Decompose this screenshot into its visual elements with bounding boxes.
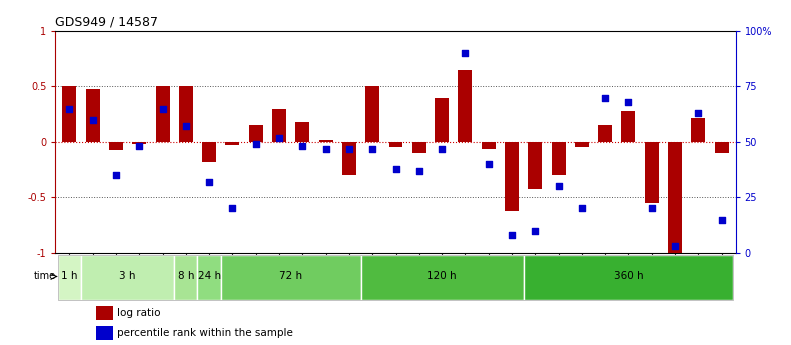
- Point: [249, 141, 262, 147]
- Text: percentile rank within the sample: percentile rank within the sample: [116, 328, 293, 338]
- Bar: [575, 142, 589, 148]
- Point: [552, 184, 565, 189]
- Point: [576, 206, 589, 211]
- Bar: [388, 142, 403, 148]
- Bar: [622, 111, 635, 142]
- Bar: [156, 87, 169, 142]
- Text: GDS949 / 14587: GDS949 / 14587: [55, 16, 158, 29]
- Point: [692, 110, 705, 116]
- Bar: [248, 125, 263, 142]
- Point: [459, 50, 471, 56]
- Text: 72 h: 72 h: [279, 272, 302, 282]
- Text: 3 h: 3 h: [119, 272, 136, 282]
- Bar: [97, 326, 113, 339]
- Bar: [202, 142, 216, 162]
- Bar: [435, 98, 449, 142]
- Text: 120 h: 120 h: [427, 272, 457, 282]
- Point: [645, 206, 658, 211]
- Bar: [62, 87, 77, 142]
- Text: 8 h: 8 h: [178, 272, 194, 282]
- Bar: [179, 87, 193, 142]
- Bar: [505, 142, 519, 211]
- Bar: [645, 142, 659, 203]
- Point: [483, 161, 495, 167]
- Text: 24 h: 24 h: [198, 272, 221, 282]
- Bar: [272, 109, 286, 142]
- Point: [366, 146, 379, 151]
- Point: [412, 168, 425, 174]
- Point: [668, 244, 681, 249]
- Bar: [412, 142, 426, 153]
- Bar: [459, 70, 472, 142]
- Bar: [109, 142, 123, 150]
- Bar: [524, 255, 733, 300]
- Bar: [97, 306, 113, 320]
- Point: [226, 206, 239, 211]
- Bar: [81, 255, 174, 300]
- Bar: [668, 142, 682, 253]
- Text: 1 h: 1 h: [61, 272, 78, 282]
- Bar: [198, 255, 221, 300]
- Bar: [58, 255, 81, 300]
- Bar: [174, 255, 198, 300]
- Bar: [342, 142, 356, 175]
- Point: [296, 144, 308, 149]
- Point: [436, 146, 448, 151]
- Point: [505, 232, 518, 238]
- Bar: [528, 142, 543, 188]
- Bar: [361, 255, 524, 300]
- Point: [715, 217, 728, 222]
- Point: [63, 106, 76, 111]
- Point: [180, 124, 192, 129]
- Text: 360 h: 360 h: [614, 272, 643, 282]
- Point: [273, 135, 286, 140]
- Bar: [551, 142, 566, 175]
- Text: log ratio: log ratio: [116, 308, 160, 318]
- Bar: [365, 87, 379, 142]
- Bar: [85, 89, 100, 142]
- Point: [202, 179, 215, 185]
- Point: [110, 172, 123, 178]
- Bar: [295, 122, 309, 142]
- Bar: [225, 142, 240, 145]
- Point: [86, 117, 99, 122]
- Bar: [221, 255, 361, 300]
- Point: [156, 106, 168, 111]
- Text: time: time: [34, 272, 56, 282]
- Bar: [482, 142, 496, 149]
- Bar: [714, 142, 729, 153]
- Bar: [691, 118, 706, 142]
- Point: [529, 228, 542, 234]
- Bar: [132, 142, 146, 144]
- Bar: [319, 140, 332, 142]
- Point: [599, 95, 611, 100]
- Point: [320, 146, 332, 151]
- Point: [389, 166, 402, 171]
- Bar: [598, 125, 612, 142]
- Point: [343, 146, 355, 151]
- Point: [623, 99, 635, 105]
- Point: [133, 144, 146, 149]
